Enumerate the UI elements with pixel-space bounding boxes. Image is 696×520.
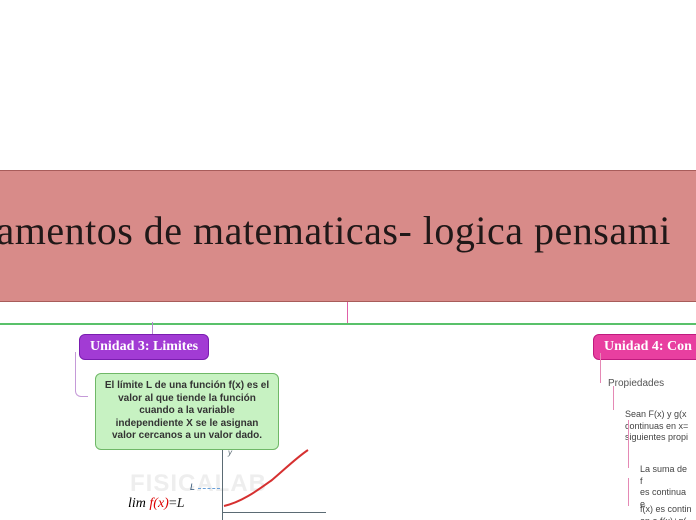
lim-keyword: lim xyxy=(128,496,149,511)
unit4-connector-3 xyxy=(628,420,629,468)
y-axis xyxy=(222,450,223,520)
unit4-box1: Sean F(x) y g(x continuas en x= siguient… xyxy=(621,405,696,448)
lim-L: L xyxy=(177,496,185,511)
L-dash-line xyxy=(198,488,220,489)
lim-fx: f(x) xyxy=(149,496,168,511)
unit3-connector xyxy=(75,352,88,397)
lim-eq: = xyxy=(169,496,177,511)
limit-graph: FISICALAB y L lim f(x)=L xyxy=(118,450,328,520)
L-label: L xyxy=(190,482,195,492)
unit4-properties-label: Propiedades xyxy=(608,378,664,389)
unit4-connector-2 xyxy=(613,386,614,410)
unit4-label[interactable]: Unidad 4: Con xyxy=(593,334,696,360)
unit3-description: El límite L de una función f(x) es el va… xyxy=(95,373,279,450)
connector-stub-right xyxy=(347,302,348,323)
section-divider xyxy=(0,323,696,325)
unit4-connector-1 xyxy=(600,353,601,383)
title-bar: damentos de matematicas- logica pensami xyxy=(0,170,696,302)
unit4-connector-4 xyxy=(628,478,629,506)
unit4-label-text: Unidad 4: Con xyxy=(604,339,692,354)
canvas-root: damentos de matematicas- logica pensami … xyxy=(0,0,696,520)
limit-expression: lim f(x)=L xyxy=(128,496,185,512)
page-title: damentos de matematicas- logica pensami xyxy=(0,207,671,254)
unit4-box3: f(x) es contin en a f(x)+g( xyxy=(636,500,696,520)
unit3-label-text: Unidad 3: Limites xyxy=(90,339,198,354)
unit3-description-text: El límite L de una función f(x) es el va… xyxy=(105,380,269,441)
function-curve xyxy=(224,450,314,520)
unit3-label[interactable]: Unidad 3: Limites xyxy=(79,334,209,360)
